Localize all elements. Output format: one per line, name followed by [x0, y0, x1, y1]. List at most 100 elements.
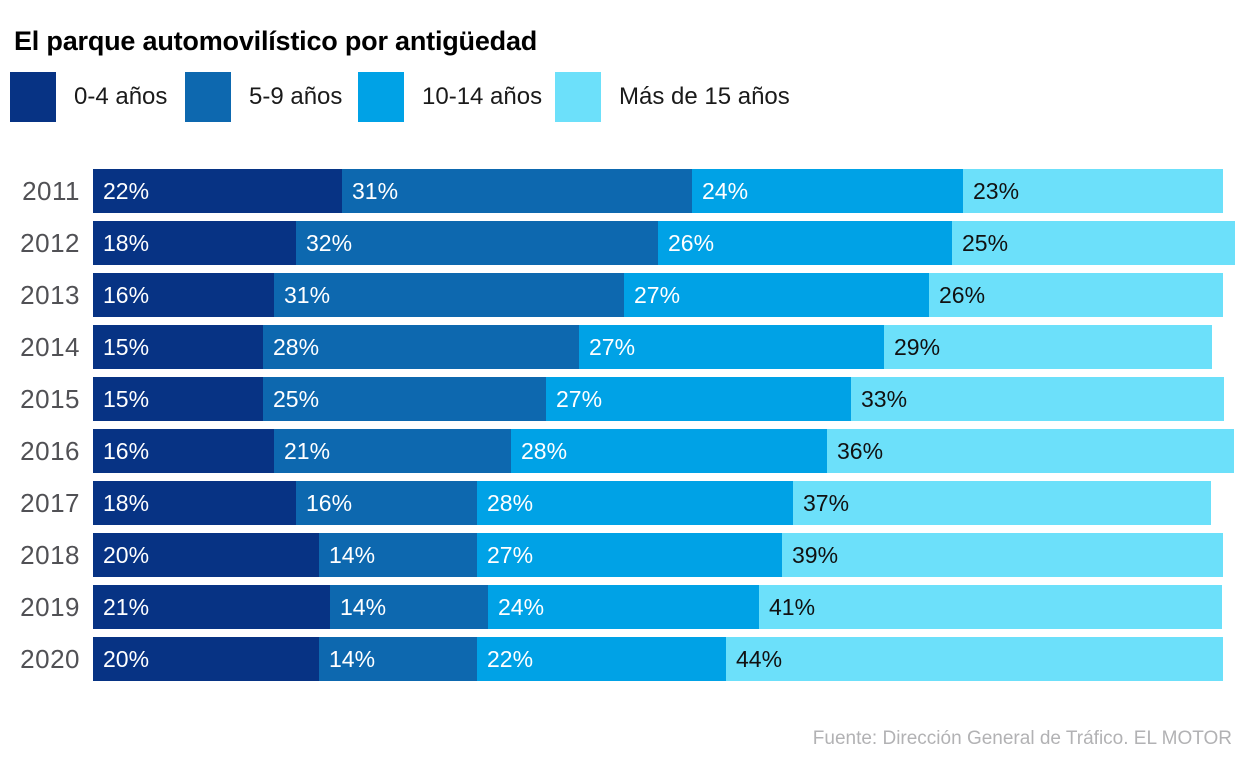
stacked-bar: 16% 21% 28% 36%: [93, 429, 1234, 473]
bar-segment: 22%: [477, 637, 726, 681]
bar-segment: 31%: [342, 169, 692, 213]
chart-row: 2020 20% 14% 22% 44%: [0, 637, 1235, 681]
value-label: 18%: [103, 229, 150, 256]
bar-segment: 18%: [93, 481, 296, 525]
chart-row: 2017 18% 16% 28% 37%: [0, 481, 1235, 525]
value-label: 41%: [769, 593, 816, 620]
value-label: 23%: [973, 177, 1020, 204]
bar-segment: 16%: [93, 429, 274, 473]
year-label: 2013: [20, 279, 80, 310]
bar-segment: 14%: [319, 637, 477, 681]
year-label: 2011: [22, 175, 80, 206]
value-label: 20%: [103, 645, 150, 672]
bar-segment: 25%: [952, 221, 1235, 265]
stacked-bar: 15% 25% 27% 33%: [93, 377, 1224, 421]
value-label: 25%: [273, 385, 320, 412]
stacked-bar: 20% 14% 22% 44%: [93, 637, 1223, 681]
value-label: 33%: [861, 385, 908, 412]
value-label: 28%: [521, 437, 568, 464]
bar-segment: 15%: [93, 325, 263, 369]
bar-segment: 27%: [579, 325, 884, 369]
bar-segment: 20%: [93, 533, 319, 577]
value-label: 31%: [284, 281, 331, 308]
bar-segment: 21%: [93, 585, 330, 629]
legend: 0-4 años 5-9 años 10-14 años Más de 15 años: [10, 72, 790, 122]
bar-segment: 16%: [93, 273, 274, 317]
chart-row: 2011 22% 31% 24% 23%: [0, 169, 1235, 213]
bar-segment: 31%: [274, 273, 624, 317]
bar-segment: 32%: [296, 221, 658, 265]
value-label: 22%: [103, 177, 150, 204]
bar-segment: 25%: [263, 377, 546, 421]
legend-item-3: 10-14 años: [358, 72, 555, 122]
legend-item-4: Más de 15 años: [555, 72, 790, 122]
value-label: 28%: [273, 333, 320, 360]
stacked-bar: 22% 31% 24% 23%: [93, 169, 1223, 213]
stacked-bar: 18% 16% 28% 37%: [93, 481, 1211, 525]
stacked-bar: 18% 32% 26% 25%: [93, 221, 1235, 265]
legend-swatch-icon: [358, 72, 404, 122]
chart-row: 2016 16% 21% 28% 36%: [0, 429, 1235, 473]
legend-label: Más de 15 años: [619, 83, 790, 110]
chart-row: 2013 16% 31% 27% 26%: [0, 273, 1235, 317]
year-label: 2015: [20, 383, 80, 414]
bar-segment: 23%: [963, 169, 1223, 213]
chart-row: 2019 21% 14% 24% 41%: [0, 585, 1235, 629]
value-label: 27%: [556, 385, 603, 412]
bar-segment: 24%: [692, 169, 963, 213]
bar-segment: 36%: [827, 429, 1234, 473]
value-label: 18%: [103, 489, 150, 516]
legend-label: 10-14 años: [422, 83, 543, 110]
value-label: 22%: [487, 645, 534, 672]
year-label: 2016: [20, 435, 80, 466]
bar-segment: 24%: [488, 585, 759, 629]
bar-segment: 20%: [93, 637, 319, 681]
value-label: 25%: [962, 229, 1009, 256]
value-label: 39%: [792, 541, 839, 568]
chart-title: El parque automovilístico por antigüedad: [14, 26, 538, 57]
value-label: 27%: [487, 541, 534, 568]
legend-swatch-icon: [10, 72, 56, 122]
value-label: 14%: [329, 645, 376, 672]
stacked-bar-chart: 2011 22% 31% 24% 23% 2012 18% 32% 26% 25% 2013 16% 3…: [0, 169, 1235, 681]
bar-segment: 18%: [93, 221, 296, 265]
value-label: 21%: [284, 437, 331, 464]
bar-segment: 33%: [851, 377, 1224, 421]
bar-segment: 29%: [884, 325, 1212, 369]
value-label: 15%: [103, 385, 150, 412]
chart-row: 2018 20% 14% 27% 39%: [0, 533, 1235, 577]
value-label: 31%: [352, 177, 399, 204]
value-label: 26%: [668, 229, 715, 256]
stacked-bar: 20% 14% 27% 39%: [93, 533, 1223, 577]
value-label: 16%: [103, 281, 150, 308]
legend-label: 0-4 años: [74, 83, 168, 110]
chart-row: 2014 15% 28% 27% 29%: [0, 325, 1235, 369]
value-label: 16%: [306, 489, 353, 516]
year-label: 2014: [20, 331, 80, 362]
value-label: 24%: [702, 177, 749, 204]
value-label: 26%: [939, 281, 986, 308]
value-label: 32%: [306, 229, 353, 256]
bar-segment: 39%: [782, 533, 1223, 577]
year-label: 2019: [20, 591, 80, 622]
year-label: 2017: [20, 487, 80, 518]
value-label: 27%: [634, 281, 681, 308]
bar-segment: 37%: [793, 481, 1211, 525]
year-label: 2018: [20, 539, 80, 570]
bar-segment: 15%: [93, 377, 263, 421]
chart-row: 2015 15% 25% 27% 33%: [0, 377, 1235, 421]
chart-row: 2012 18% 32% 26% 25%: [0, 221, 1235, 265]
bar-segment: 28%: [511, 429, 827, 473]
bar-segment: 14%: [319, 533, 477, 577]
value-label: 14%: [340, 593, 387, 620]
legend-label: 5-9 años: [249, 83, 343, 110]
legend-item-2: 5-9 años: [185, 72, 358, 122]
bar-segment: 28%: [263, 325, 579, 369]
bar-segment: 22%: [93, 169, 342, 213]
value-label: 16%: [103, 437, 150, 464]
legend-swatch-icon: [555, 72, 601, 122]
value-label: 37%: [803, 489, 850, 516]
bar-segment: 26%: [929, 273, 1223, 317]
bar-segment: 27%: [624, 273, 929, 317]
value-label: 44%: [736, 645, 783, 672]
